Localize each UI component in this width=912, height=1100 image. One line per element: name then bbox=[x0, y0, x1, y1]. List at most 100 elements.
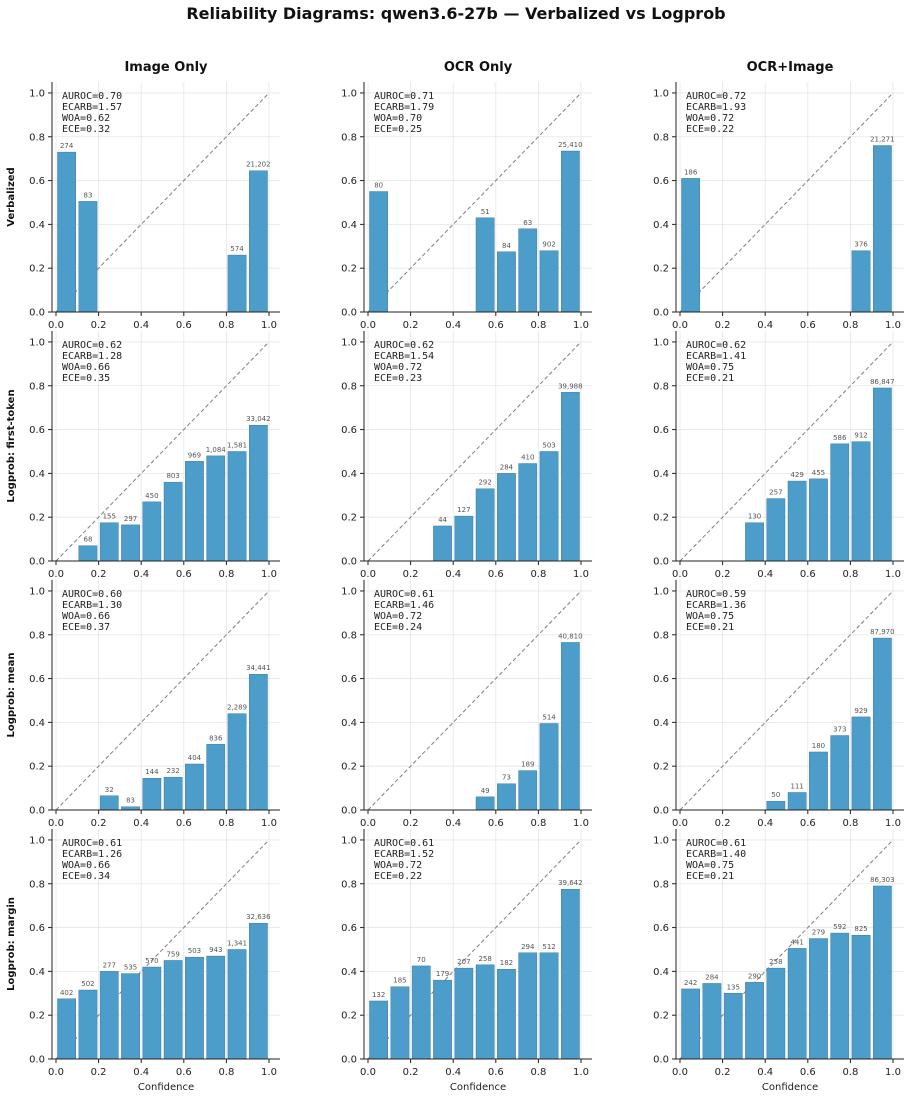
y-tick-label: 0.8 bbox=[29, 381, 45, 392]
bin-count-label: 373 bbox=[833, 726, 846, 734]
y-tick-label: 0.4 bbox=[653, 967, 669, 978]
bar bbox=[787, 948, 807, 1060]
x-tick-label: 0.4 bbox=[133, 320, 149, 331]
x-tick-label: 0.4 bbox=[757, 1067, 773, 1078]
bar bbox=[872, 637, 892, 811]
perfect-calibration-line bbox=[367, 341, 582, 562]
x-tick-label: 0.4 bbox=[445, 569, 461, 580]
row-label: Logprob: first-token bbox=[6, 389, 17, 502]
metric-text: ECE=0.37 bbox=[62, 622, 110, 633]
bin-count-label: 33,042 bbox=[246, 415, 271, 423]
y-tick-label: 0.0 bbox=[29, 1055, 45, 1066]
y-tick-label: 1.0 bbox=[653, 337, 669, 348]
x-tick-label: 0.8 bbox=[218, 818, 234, 829]
metric-text: ECE=0.21 bbox=[686, 622, 734, 633]
bin-count-label: 441 bbox=[790, 938, 803, 946]
bin-count-label: 50 bbox=[771, 791, 780, 799]
bin-count-label: 257 bbox=[769, 489, 782, 497]
bar bbox=[809, 751, 828, 811]
bar bbox=[787, 792, 807, 811]
bar bbox=[57, 998, 77, 1060]
bin-count-label: 912 bbox=[854, 432, 867, 440]
bar bbox=[163, 960, 183, 1060]
bin-count-label: 570 bbox=[145, 957, 158, 965]
bin-count-label: 514 bbox=[542, 713, 556, 721]
column-title: Image Only bbox=[124, 60, 208, 75]
metric-text: ECARB=1.26 bbox=[62, 849, 122, 860]
bar bbox=[248, 424, 268, 562]
bin-count-label: 512 bbox=[542, 943, 555, 951]
y-tick-label: 0.8 bbox=[653, 381, 669, 392]
bin-count-label: 455 bbox=[812, 469, 825, 477]
bin-count-label: 1,581 bbox=[227, 441, 247, 449]
bin-count-label: 32 bbox=[105, 786, 114, 794]
bar bbox=[475, 964, 495, 1060]
bin-count-label: 63 bbox=[523, 219, 532, 227]
panel: 49 73 189 514 40,810 0.0 0.2 0.4 0.6 0.8 1.0 0.0 0.2… bbox=[341, 580, 592, 829]
x-tick-label: 0.0 bbox=[48, 1067, 64, 1078]
bar bbox=[518, 952, 538, 1060]
bar bbox=[830, 735, 850, 811]
metric-text: WOA=0.75 bbox=[686, 860, 734, 871]
metric-text: WOA=0.72 bbox=[374, 362, 422, 373]
y-tick-label: 0.8 bbox=[341, 381, 357, 392]
bar bbox=[390, 986, 410, 1060]
x-tick-label: 0.4 bbox=[757, 569, 773, 580]
x-tick-label: 0.4 bbox=[445, 1067, 461, 1078]
bar bbox=[248, 673, 268, 811]
bin-count-label: 51 bbox=[481, 208, 490, 216]
bar bbox=[745, 982, 764, 1060]
metric-text: ECARB=1.41 bbox=[686, 351, 746, 362]
y-tick-label: 0.8 bbox=[653, 132, 669, 143]
y-tick-label: 1.0 bbox=[653, 88, 669, 99]
bin-count-label: 39,988 bbox=[558, 382, 583, 390]
y-tick-label: 0.2 bbox=[653, 762, 669, 773]
x-tick-label: 0.2 bbox=[91, 569, 107, 580]
bar bbox=[872, 885, 892, 1060]
bin-count-label: 292 bbox=[478, 479, 491, 487]
row-label: Logprob: margin bbox=[6, 897, 17, 991]
x-tick-label: 0.8 bbox=[218, 1067, 234, 1078]
metric-text: WOA=0.66 bbox=[62, 860, 110, 871]
metric-text: ECE=0.25 bbox=[374, 124, 422, 135]
x-tick-label: 0.6 bbox=[176, 320, 192, 331]
x-tick-label: 0.8 bbox=[842, 818, 858, 829]
x-tick-label: 0.0 bbox=[48, 818, 64, 829]
x-tick-label: 0.0 bbox=[48, 320, 64, 331]
bar bbox=[766, 801, 786, 811]
bin-count-label: 185 bbox=[393, 977, 406, 985]
bin-count-label: 86,303 bbox=[870, 876, 895, 884]
bar bbox=[766, 967, 786, 1060]
y-tick-label: 0.8 bbox=[341, 630, 357, 641]
bar bbox=[539, 723, 559, 811]
column-title: OCR+Image bbox=[747, 60, 834, 75]
bar bbox=[560, 150, 580, 313]
x-tick-label: 0.8 bbox=[218, 569, 234, 580]
bin-count-label: 155 bbox=[103, 513, 116, 521]
panel: 242 284 135 290 258 441 279 592 825 86,303 0.0 0.2 0… bbox=[653, 829, 904, 1093]
bar bbox=[518, 228, 538, 313]
metric-text: AUROC=0.62 bbox=[686, 340, 746, 351]
panel: 50 111 180 373 929 87,970 0.0 0.2 0.4 0.6 0.8 1.0 0.… bbox=[653, 580, 904, 829]
bar bbox=[411, 965, 431, 1060]
bin-count-label: 943 bbox=[209, 946, 222, 954]
y-tick-label: 0.6 bbox=[341, 674, 357, 685]
bar bbox=[78, 545, 98, 562]
x-tick-label: 1.0 bbox=[573, 320, 589, 331]
metric-text: ECE=0.21 bbox=[686, 373, 734, 384]
bar bbox=[206, 744, 226, 811]
panel: 32 83 144 232 404 836 2,289 34,441 0.0 0.2 0.4 0.6 0… bbox=[29, 580, 280, 829]
bin-count-label: 803 bbox=[166, 472, 179, 480]
bar bbox=[851, 716, 871, 811]
bin-count-label: 130 bbox=[748, 513, 761, 521]
bin-count-label: 44 bbox=[438, 516, 447, 524]
bin-count-label: 969 bbox=[188, 451, 201, 459]
bin-count-label: 87,970 bbox=[870, 628, 895, 636]
y-tick-label: 0.8 bbox=[29, 630, 45, 641]
bar bbox=[809, 478, 828, 562]
y-tick-label: 0.0 bbox=[29, 557, 45, 568]
y-tick-label: 0.2 bbox=[29, 513, 45, 524]
x-tick-label: 1.0 bbox=[261, 818, 277, 829]
column-title: OCR Only bbox=[444, 60, 513, 75]
y-tick-label: 0.0 bbox=[653, 806, 669, 817]
